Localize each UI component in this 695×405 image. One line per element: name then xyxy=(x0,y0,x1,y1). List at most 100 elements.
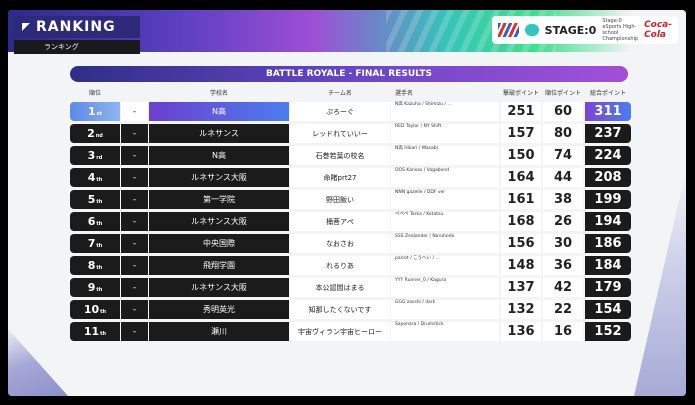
school-cell: ルネサンス xyxy=(149,124,289,143)
school-cell: 中央国際 xyxy=(149,234,289,253)
team-cell: 宇宙ヴィラン宇宙ヒーロー xyxy=(290,322,390,341)
title-triangle-icon xyxy=(22,23,30,31)
dash-cell: - xyxy=(121,190,148,209)
team-cell: 桶菩アペ xyxy=(290,212,390,231)
sponsor-brand: Coca-Cola xyxy=(644,20,672,40)
results-screen: RANKING ランキング STAGE:0 Stage:0 eSports Hi… xyxy=(8,10,686,396)
school-cell: ルネサンス大阪 xyxy=(149,168,289,187)
school-cell: N高 xyxy=(149,102,289,121)
kill-points-cell: 136 xyxy=(501,322,541,341)
team-cell: 本公認間はまる xyxy=(290,278,390,297)
total-points-cell: 184 xyxy=(585,256,631,275)
dash-cell: - xyxy=(121,278,148,297)
players-cell: GGG zasshi / dark xyxy=(391,300,499,319)
team-cell: なおさお xyxy=(290,234,390,253)
dash-cell: - xyxy=(121,124,148,143)
placement-points-cell: 44 xyxy=(543,168,583,187)
col-header-players: 選手名 xyxy=(395,90,414,97)
players-cell: N高 Hikari / Wasabi xyxy=(391,146,499,165)
total-points-cell: 199 xyxy=(585,190,631,209)
team-cell: 石巻若葉の校名 xyxy=(290,146,390,165)
school-cell: 瀬川 xyxy=(149,322,289,341)
stage-label: STAGE:0 xyxy=(544,23,597,37)
team-cell: 命賭prt27 xyxy=(290,168,390,187)
total-points-cell: 237 xyxy=(585,124,631,143)
school-cell: 第一学院 xyxy=(149,190,289,209)
page-title: RANKING xyxy=(14,16,140,38)
col-header-school: 学校名 xyxy=(209,90,228,97)
total-points-cell: 208 xyxy=(585,168,631,187)
players-cell: SSS Zealander / Naruhodo xyxy=(391,234,499,253)
placement-points-cell: 74 xyxy=(543,146,583,165)
col-header-team: チーム名 xyxy=(328,90,352,97)
team-cell: れるりあ xyxy=(290,256,390,275)
school-cell: 秀明英光 xyxy=(149,300,289,319)
dash-cell: - xyxy=(121,300,148,319)
page-subtitle: ランキング xyxy=(14,40,140,54)
team-cell: レッドれていいー xyxy=(290,124,390,143)
pill-logo-icon xyxy=(525,24,539,36)
players-cell: RED Taylor / NY Shift xyxy=(391,124,499,143)
placement-points-cell: 16 xyxy=(543,322,583,341)
sponsor-logos: STAGE:0 Stage:0 eSports High-school Cham… xyxy=(492,16,678,44)
placement-points-cell: 36 xyxy=(543,256,583,275)
kill-points-cell: 148 xyxy=(501,256,541,275)
total-points-cell: 224 xyxy=(585,146,631,165)
kill-points-cell: 137 xyxy=(501,278,541,297)
total-points-cell: 152 xyxy=(585,322,631,341)
kill-points-cell: 164 xyxy=(501,168,541,187)
col-header-placement-points: 順位ポイント xyxy=(544,90,581,97)
placement-points-cell: 30 xyxy=(543,234,583,253)
school-cell: ルネサンス大阪 xyxy=(149,278,289,297)
school-cell: 飛翔学園 xyxy=(149,256,289,275)
kill-points-cell: 150 xyxy=(501,146,541,165)
dash-cell: - xyxy=(121,146,148,165)
placement-points-cell: 26 xyxy=(543,212,583,231)
team-cell: 野田飯い xyxy=(290,190,390,209)
decor-left xyxy=(8,328,68,396)
kill-points-cell: 251 xyxy=(501,102,541,121)
kill-points-cell: 156 xyxy=(501,234,541,253)
dash-cell: - xyxy=(121,102,148,121)
players-cell: OOS Kansas / Vagabond xyxy=(391,168,499,187)
players-cell: YYY Runner_0 / Kagura xyxy=(391,278,499,297)
team-cell: 知那したくないです xyxy=(290,300,390,319)
col-header-rank: 順位 xyxy=(88,90,101,97)
dash-cell: - xyxy=(121,212,148,231)
dash-cell: - xyxy=(121,256,148,275)
total-points-cell: 154 xyxy=(585,300,631,319)
kill-points-cell: 157 xyxy=(501,124,541,143)
players-cell: parrot / こうへい / ... xyxy=(391,256,499,275)
decor-right xyxy=(634,170,686,396)
total-points-cell: 194 xyxy=(585,212,631,231)
results-banner: BATTLE ROYALE - FINAL RESULTS xyxy=(70,66,628,82)
total-points-cell: 186 xyxy=(585,234,631,253)
stripe-logo-icon xyxy=(498,23,519,37)
placement-points-cell: 22 xyxy=(543,300,583,319)
dash-cell: - xyxy=(121,168,148,187)
school-cell: N高 xyxy=(149,146,289,165)
sponsor-small-text: Stage:0 eSports High-school Championship xyxy=(602,18,639,42)
kill-points-cell: 161 xyxy=(501,190,541,209)
dash-cell: - xyxy=(121,234,148,253)
